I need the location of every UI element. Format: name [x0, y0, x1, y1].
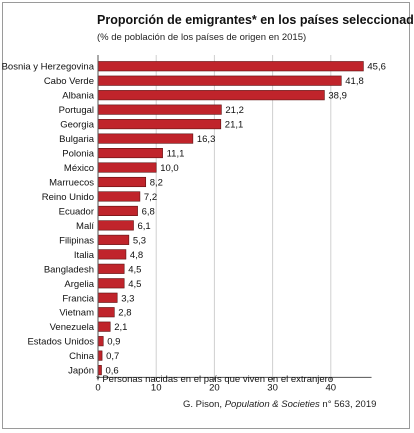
- x-tick-label-20: 20: [209, 382, 220, 393]
- category-label-19: Estados Unidos: [27, 337, 94, 348]
- category-label-16: Francia: [62, 293, 94, 304]
- category-label-9: Reino Unido: [42, 192, 94, 203]
- bar-18: [97, 321, 111, 332]
- category-label-14: Bangladesh: [44, 264, 94, 275]
- bar-6: [97, 148, 163, 159]
- category-label-15: Argelia: [64, 279, 94, 290]
- source-journal: Population & Societies: [224, 399, 320, 410]
- bar-15: [97, 278, 125, 289]
- value-label-12: 5,3: [133, 235, 146, 246]
- x-tick-label-10: 10: [151, 382, 162, 393]
- value-label-13: 4,8: [130, 250, 143, 261]
- value-label-0: 45,6: [367, 62, 386, 73]
- category-label-13: Italia: [74, 250, 95, 261]
- value-label-14: 4,5: [128, 264, 141, 275]
- value-label-10: 6,8: [142, 206, 155, 217]
- bar-5: [97, 133, 194, 144]
- category-label-5: Bulgaria: [59, 134, 95, 145]
- category-label-8: Marruecos: [49, 177, 94, 188]
- chart-frame: [2, 2, 410, 429]
- category-label-6: Polonia: [62, 149, 94, 160]
- value-label-8: 8,2: [150, 177, 163, 188]
- chart-source: G. Pison, Population & Societies n° 563,…: [183, 399, 376, 410]
- category-label-17: Vietnam: [59, 308, 94, 319]
- value-label-3: 21,2: [225, 105, 244, 116]
- category-label-3: Portugal: [59, 105, 94, 116]
- chart-subtitle: (% de población de los países de origen …: [97, 32, 307, 43]
- bar-4: [97, 119, 222, 130]
- bar-17: [97, 307, 115, 318]
- value-label-21: 0,6: [105, 366, 118, 377]
- source-issue: n° 563, 2019: [319, 399, 377, 410]
- category-label-11: Malí: [76, 221, 94, 232]
- bar-8: [97, 176, 147, 188]
- bar-12: [97, 234, 130, 245]
- value-label-15: 4,5: [128, 279, 141, 290]
- value-label-6: 11,1: [167, 149, 185, 160]
- bar-7: [97, 162, 157, 173]
- category-label-7: México: [64, 163, 94, 174]
- value-label-4: 21,1: [225, 120, 244, 131]
- bar-14: [97, 263, 125, 274]
- category-label-21: Japón: [68, 366, 94, 377]
- bar-20: [97, 350, 103, 361]
- value-label-11: 6,1: [138, 221, 151, 232]
- value-label-18: 2,1: [114, 322, 127, 333]
- value-label-7: 10,0: [160, 163, 179, 174]
- chart-footnote: * Personas nacidas en el país que viven …: [96, 374, 334, 385]
- value-label-1: 41,8: [345, 76, 364, 87]
- category-label-18: Venezuela: [50, 322, 95, 333]
- x-tick-label-0: 0: [95, 382, 100, 393]
- bar-19: [97, 336, 104, 347]
- value-label-2: 38,9: [328, 91, 347, 102]
- value-label-19: 0,9: [107, 337, 120, 348]
- value-label-9: 7,2: [144, 192, 157, 203]
- bar-10: [97, 205, 138, 216]
- value-label-20: 0,7: [106, 351, 119, 362]
- bar-2: [97, 90, 325, 101]
- source-author: G. Pison,: [183, 399, 225, 410]
- x-tick-label-40: 40: [326, 382, 337, 393]
- category-label-4: Georgia: [60, 120, 95, 131]
- category-label-2: Albania: [62, 91, 94, 102]
- category-label-10: Ecuador: [59, 206, 94, 217]
- category-label-1: Cabo Verde: [44, 76, 94, 87]
- bar-16: [97, 292, 118, 303]
- category-label-20: China: [69, 351, 95, 362]
- value-label-16: 3,3: [121, 293, 134, 304]
- bar-9: [97, 191, 141, 202]
- bar-13: [97, 249, 127, 260]
- value-label-17: 2,8: [118, 308, 131, 319]
- category-label-12: Filipinas: [59, 235, 94, 246]
- bar-3: [97, 104, 222, 115]
- value-label-5: 16,3: [197, 134, 216, 145]
- bar-1: [97, 75, 342, 86]
- category-label-0: Bosnia y Herzegovina: [2, 62, 95, 73]
- bar-11: [97, 220, 134, 231]
- chart-title: Proporción de emigrantes* en los países …: [97, 13, 414, 27]
- x-tick-label-30: 30: [267, 382, 278, 393]
- bar-0: [97, 61, 364, 72]
